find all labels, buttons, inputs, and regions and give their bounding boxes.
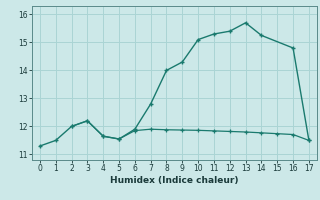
X-axis label: Humidex (Indice chaleur): Humidex (Indice chaleur) bbox=[110, 176, 239, 185]
